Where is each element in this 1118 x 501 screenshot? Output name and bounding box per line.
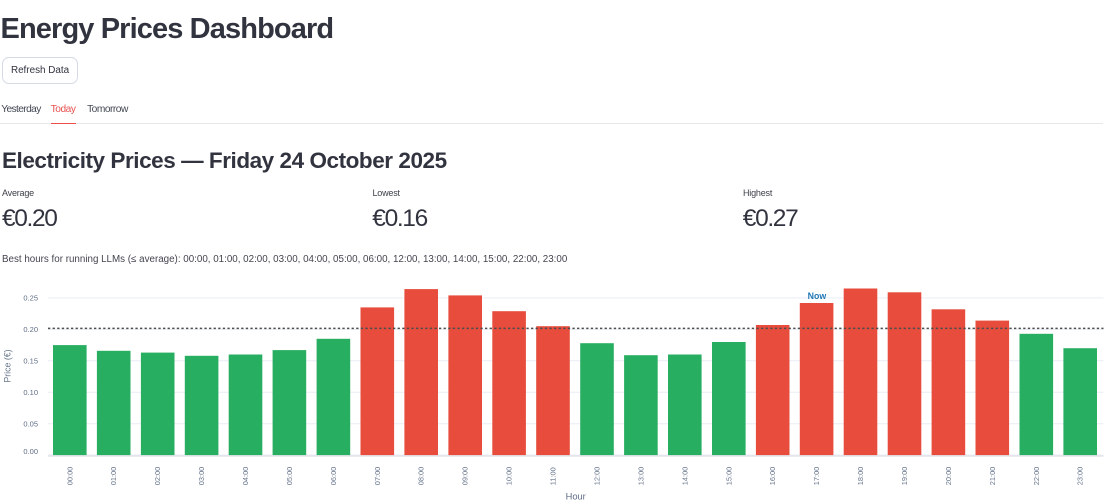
svg-text:16:00: 16:00 [768, 467, 777, 486]
svg-text:11:00: 11:00 [549, 467, 558, 485]
svg-text:12:00: 12:00 [593, 467, 602, 486]
svg-text:01:00: 01:00 [109, 467, 118, 486]
svg-text:0.00: 0.00 [23, 447, 38, 456]
svg-text:15:00: 15:00 [724, 467, 733, 486]
svg-text:17:00: 17:00 [812, 467, 821, 486]
svg-text:Now: Now [808, 291, 827, 301]
svg-text:20:00: 20:00 [944, 467, 953, 486]
svg-text:05:00: 05:00 [285, 467, 294, 486]
svg-text:14:00: 14:00 [680, 467, 689, 486]
svg-text:02:00: 02:00 [153, 467, 162, 486]
svg-text:23:00: 23:00 [1076, 467, 1085, 486]
svg-text:09:00: 09:00 [461, 467, 470, 486]
svg-text:Hour: Hour [566, 492, 586, 501]
svg-text:0.10: 0.10 [23, 388, 38, 397]
svg-text:0.15: 0.15 [23, 357, 38, 366]
svg-text:Price (€): Price (€) [3, 349, 13, 382]
svg-text:22:00: 22:00 [1032, 467, 1041, 486]
svg-text:19:00: 19:00 [900, 467, 909, 486]
svg-text:08:00: 08:00 [417, 467, 426, 486]
svg-text:0.20: 0.20 [23, 325, 38, 334]
svg-text:03:00: 03:00 [197, 467, 206, 486]
svg-text:04:00: 04:00 [241, 467, 250, 486]
svg-text:0.25: 0.25 [23, 294, 38, 303]
svg-text:07:00: 07:00 [373, 467, 382, 486]
svg-text:18:00: 18:00 [856, 467, 865, 486]
svg-text:21:00: 21:00 [988, 467, 997, 486]
svg-text:13:00: 13:00 [636, 467, 645, 486]
svg-text:00:00: 00:00 [65, 467, 74, 486]
svg-text:10:00: 10:00 [505, 467, 514, 486]
svg-text:06:00: 06:00 [329, 467, 338, 486]
svg-text:0.05: 0.05 [23, 419, 38, 428]
